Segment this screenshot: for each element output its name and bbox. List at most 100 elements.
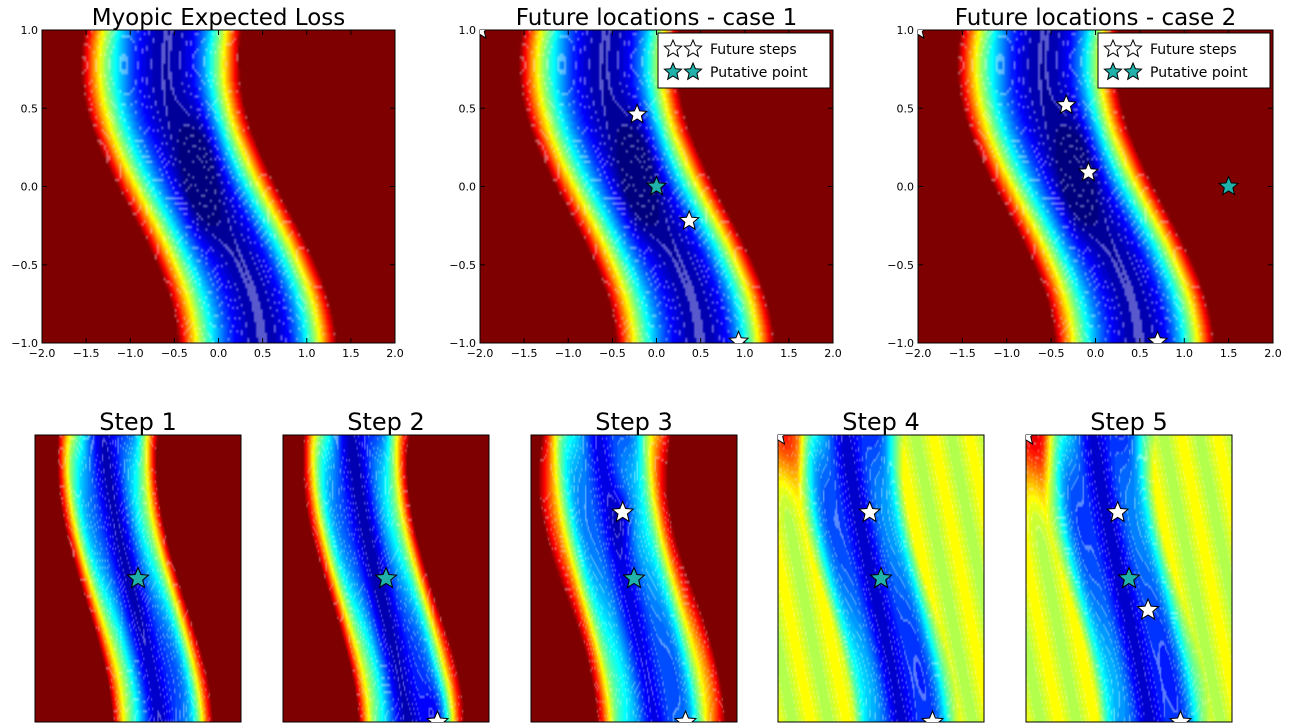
panel-step-4: Step 4	[777, 408, 985, 723]
x-tick-label: 1.5	[1220, 347, 1238, 360]
y-tick-label: −1.0	[449, 337, 476, 350]
x-tick-label: 0.0	[648, 347, 666, 360]
future-step-star	[1146, 330, 1169, 343]
panel-title: Step 1	[99, 408, 177, 436]
x-tick-label: −0.5	[599, 347, 626, 360]
future-step-star	[673, 709, 698, 722]
x-tick-label: 0.5	[1131, 347, 1149, 360]
y-tick-label: 0.0	[21, 181, 39, 194]
legend-marker	[683, 38, 703, 58]
panel-step-5: Step 5	[1025, 408, 1233, 723]
putative-point-star	[1217, 175, 1240, 196]
future-step-star	[678, 209, 700, 231]
legend-marker	[663, 38, 683, 58]
legend-marker	[1103, 61, 1123, 81]
y-tick-label: 0.5	[897, 102, 915, 115]
axes-frame	[34, 434, 242, 723]
legend: Future steps Putative point	[657, 32, 831, 89]
panel-title: Step 4	[842, 408, 920, 436]
putative-point-star	[622, 566, 646, 589]
axes-frame	[530, 434, 738, 723]
x-tick-label: 2.0	[1264, 347, 1282, 360]
panel-top-3: Future locations - case 2 −2.0 −1.5 −1.0 −0.…	[887, 5, 1281, 360]
legend-label: Future steps	[710, 42, 797, 58]
panel-step-3: Step 3	[530, 408, 738, 723]
y-tick-label: −0.5	[449, 259, 476, 272]
axes-frame	[777, 434, 985, 723]
legend-marker	[1123, 38, 1143, 58]
future-step-star	[626, 103, 648, 124]
x-tick-label: 0.5	[254, 347, 272, 360]
x-tick-label: 1.0	[298, 347, 316, 360]
legend: Future steps Putative point	[1097, 32, 1271, 89]
future-step-star	[610, 500, 635, 523]
y-tick-label: 0.0	[897, 181, 915, 194]
y-tick-label: 0.5	[459, 102, 477, 115]
axes-frame	[282, 434, 490, 723]
panel-title: Step 3	[595, 408, 673, 436]
future-step-star	[1136, 597, 1160, 621]
putative-point-star	[374, 566, 398, 589]
axes-frame	[1025, 434, 1233, 723]
legend-box	[1097, 32, 1271, 89]
future-step-star	[918, 30, 925, 40]
y-tick-label: −1.0	[887, 337, 914, 350]
x-tick-label: −1.0	[993, 347, 1020, 360]
future-step-star	[425, 709, 450, 722]
x-tick-label: 0.5	[692, 347, 710, 360]
x-tick-label: 1.5	[780, 347, 798, 360]
x-tick-label: 0.0	[210, 347, 228, 360]
x-tick-label: −2.0	[29, 347, 56, 360]
putative-point-star	[645, 175, 668, 196]
y-tick-label: 1.0	[459, 24, 477, 37]
panel-title: Future locations - case 1	[516, 5, 798, 31]
panel-title: Step 5	[1090, 408, 1168, 436]
x-tick-label: −2.0	[905, 347, 932, 360]
panel-title: Step 2	[347, 408, 425, 436]
future-step-star	[1055, 93, 1077, 115]
y-tick-label: 0.0	[459, 181, 477, 194]
y-tick-label: 1.0	[21, 24, 39, 37]
x-tick-label: −0.5	[1038, 347, 1065, 360]
panel-title: Myopic Expected Loss	[92, 5, 346, 31]
future-step-star	[1026, 435, 1034, 445]
x-tick-label: 2.0	[386, 347, 404, 360]
x-tick-label: −2.0	[467, 347, 494, 360]
panel-top-1: Myopic Expected Loss −2.0 −1.5 −1.0 −0.5 0.0 0…	[11, 5, 403, 360]
x-tick-label: 2.0	[824, 347, 842, 360]
future-step-star	[920, 709, 945, 722]
x-tick-label: −1.5	[73, 347, 100, 360]
heatmap-image	[42, 30, 395, 343]
y-tick-label: −0.5	[887, 259, 914, 272]
y-tick-label: −1.0	[11, 337, 38, 350]
putative-point-star	[1117, 566, 1141, 589]
legend-marker	[683, 61, 703, 81]
x-tick-label: −0.5	[161, 347, 188, 360]
panel-top-2: Future locations - case 1 −2.0 −1.5 −1.0 −0.…	[449, 5, 841, 360]
x-tick-label: 0.0	[1087, 347, 1105, 360]
legend-label: Future steps	[1150, 42, 1237, 58]
legend-label: Putative point	[710, 65, 808, 81]
putative-point-star	[869, 566, 893, 589]
panel-step-2: Step 2	[282, 408, 490, 723]
legend-label: Putative point	[1150, 65, 1248, 81]
future-step-star	[1105, 500, 1130, 523]
legend-box	[657, 32, 831, 89]
x-tick-label: −1.5	[949, 347, 976, 360]
x-tick-label: 1.0	[736, 347, 754, 360]
future-step-star	[480, 30, 487, 40]
y-tick-label: 0.5	[21, 102, 39, 115]
x-tick-label: 1.5	[342, 347, 360, 360]
future-step-star	[1077, 161, 1100, 182]
future-step-star	[778, 435, 786, 445]
putative-point-star	[126, 566, 150, 589]
x-tick-label: 1.0	[1176, 347, 1194, 360]
panel-title: Future locations - case 2	[955, 5, 1237, 31]
x-tick-label: −1.5	[511, 347, 538, 360]
legend-marker	[1103, 38, 1123, 58]
future-step-star	[857, 500, 882, 523]
panel-step-1: Step 1	[34, 408, 242, 723]
x-tick-label: −1.0	[117, 347, 144, 360]
legend-marker	[1123, 61, 1143, 81]
